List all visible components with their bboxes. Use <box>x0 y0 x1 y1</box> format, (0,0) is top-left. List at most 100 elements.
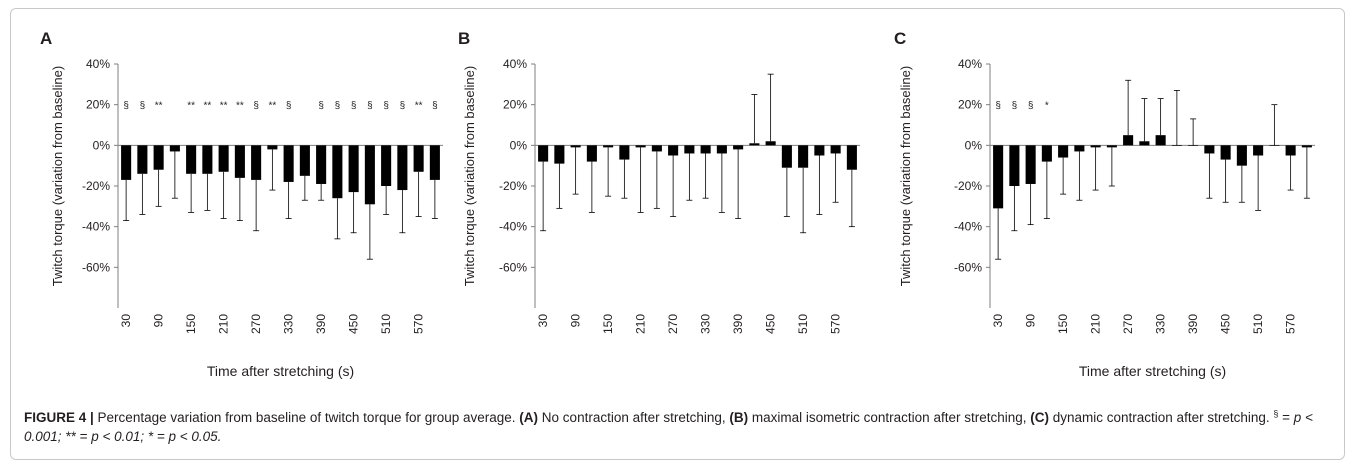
panel-a-xlabel: Time after stretching (s) <box>207 363 354 379</box>
panel-a-ytick-label: 0% <box>93 138 111 152</box>
panel-b-bar <box>635 145 646 148</box>
panel-a-significance: § <box>286 101 292 112</box>
panel-c-xtick-label: 450 <box>1219 314 1233 334</box>
panel-b-xtick-label: 450 <box>764 314 778 334</box>
panel-a-bar <box>169 145 180 152</box>
panel-b-xtick-label: 570 <box>829 314 843 334</box>
panel-a-xtick-label: 390 <box>314 314 328 334</box>
panel-a-significance: § <box>351 101 357 112</box>
panel-c-ylabel: Twitch torque (variation from baseline) <box>898 66 913 286</box>
panel-c-xtick-label: 90 <box>1024 314 1038 328</box>
panel-b-bar <box>830 145 841 154</box>
panel-c-bar <box>1123 135 1134 146</box>
panel-a-significance: § <box>432 101 438 112</box>
panel-a-bar <box>348 145 359 193</box>
panel-b-bar <box>781 145 792 168</box>
panel-b-bar <box>570 145 581 148</box>
panel-a-significance: § <box>367 101 373 112</box>
panel-b-bar <box>586 145 597 162</box>
panel-b-ylabel: Twitch torque (variation from baseline) <box>462 66 477 286</box>
caption-p1: p < 0.001; ** = <box>24 410 1313 444</box>
panel-b-bar <box>798 145 809 168</box>
panel-b-ytick-label: -60% <box>499 260 527 274</box>
panel-b-bar <box>733 145 744 150</box>
panel-b-bar <box>716 145 727 154</box>
panel-c-bar <box>1041 145 1052 162</box>
panel-c-ytick-label: 20% <box>958 98 982 112</box>
caption-text-5: = <box>1278 410 1294 425</box>
panel-b-ytick-label: 20% <box>503 98 527 112</box>
panel-c-bar <box>1009 145 1020 186</box>
caption-p3: p < 0.05. <box>168 429 222 444</box>
panel-a-xtick-label: 570 <box>412 314 426 334</box>
panel-c-ytick-label: -20% <box>954 179 982 193</box>
panel-c-ytick-label: 0% <box>965 138 983 152</box>
panel-b-ytick-label: -20% <box>499 179 527 193</box>
panel-b-xtick-label: 390 <box>731 314 745 334</box>
panel-a-ytick-label: -60% <box>82 260 110 274</box>
panel-b-bar <box>749 143 760 146</box>
figure-caption: FIGURE 4 | Percentage variation from bas… <box>24 408 1324 446</box>
panel-c-xlabel: Time after stretching (s) <box>1079 363 1226 379</box>
panel-a-bar <box>202 145 213 174</box>
panel-c-xtick-label: 510 <box>1251 314 1265 334</box>
caption-text-2: No contraction after stretching, <box>538 410 730 425</box>
panel-a-bar <box>332 145 343 199</box>
panel-c-xtick-label: 150 <box>1056 314 1070 334</box>
panel-a-significance: ** <box>187 101 195 112</box>
panel-c-xtick-label: 330 <box>1154 314 1168 334</box>
panel-c-xtick-label: 570 <box>1284 314 1298 334</box>
panel-b-bar <box>603 145 614 148</box>
panel-c-bar <box>1074 145 1085 152</box>
panel-a-bar <box>364 145 375 205</box>
panel-b-bar <box>846 145 857 170</box>
panel-c-bar <box>1106 145 1117 148</box>
panel-a-ytick-label: 40% <box>86 57 110 71</box>
panel-b-xtick-label: 210 <box>634 314 648 334</box>
panel-a-significance: ** <box>415 101 423 112</box>
caption-text-3: maximal isometric contraction after stre… <box>748 410 1031 425</box>
panel-c-bar <box>1236 145 1247 166</box>
panel-a-letter: A <box>40 29 52 48</box>
panel-a-significance: § <box>253 101 259 112</box>
panel-c-significance: § <box>1028 101 1034 112</box>
panel-c-bar <box>1269 145 1280 146</box>
panel-c-xtick-label: 210 <box>1089 314 1103 334</box>
panel-b-bar <box>668 145 679 156</box>
panel-b-bar <box>554 145 565 164</box>
figure-label: FIGURE 4 | <box>24 410 94 425</box>
caption-tag-b: (B) <box>729 410 749 425</box>
panel-a-significance: ** <box>203 101 211 112</box>
panel-a-bar <box>218 145 229 172</box>
panel-a-significance: § <box>400 101 406 112</box>
panel-b-xtick-label: 150 <box>601 314 615 334</box>
panel-a-bar <box>121 145 132 180</box>
panel-c-bar <box>1188 145 1199 146</box>
panel-a-ytick-label: -40% <box>82 220 110 234</box>
panel-b-ytick-label: -40% <box>499 220 527 234</box>
panel-c-bar <box>1139 141 1150 146</box>
panel-a-bar <box>153 145 164 170</box>
panel-a-bar <box>299 145 310 176</box>
panel-c-significance: § <box>1012 101 1018 112</box>
panel-b-xtick-label: 510 <box>796 314 810 334</box>
panel-a-ylabel: Twitch torque (variation from baseline) <box>50 66 65 286</box>
panel-c-xtick-label: 390 <box>1186 314 1200 334</box>
panel-c-bar <box>1090 145 1101 148</box>
panel-b-xtick-label: 270 <box>666 314 680 334</box>
panel-a-bar <box>267 145 278 150</box>
panel-a-xtick-label: 330 <box>282 314 296 334</box>
panel-a-xtick-label: 210 <box>217 314 231 334</box>
panel-c-bar <box>993 145 1004 209</box>
panel-b-letter: B <box>458 29 470 48</box>
panel-a-bar <box>316 145 327 184</box>
panel-a-significance: § <box>140 101 146 112</box>
panel-b-bar <box>651 145 662 152</box>
panel-c-bar <box>1301 145 1312 148</box>
panel-b-bar <box>765 141 776 146</box>
panel-a-bar <box>137 145 148 174</box>
panel-a-significance: ** <box>236 101 244 112</box>
panel-a-significance: ** <box>155 101 163 112</box>
panel-c-xtick-label: 270 <box>1121 314 1135 334</box>
panel-a-xtick-label: 510 <box>379 314 393 334</box>
